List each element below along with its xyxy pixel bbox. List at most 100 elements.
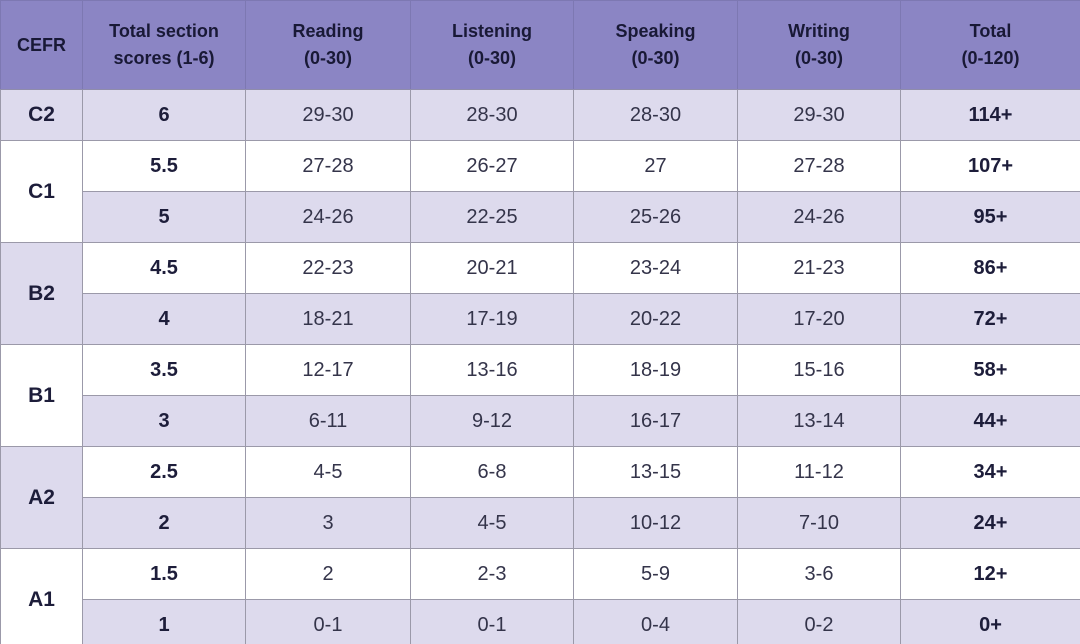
cell-reading: 18-21 xyxy=(245,293,411,345)
cell-total: 107+ xyxy=(900,140,1080,192)
table-body: C2 6 29-30 28-30 28-30 29-30 114+ C1 5.5 27-28 26-… xyxy=(0,89,1080,644)
cell-listening: 28-30 xyxy=(410,89,574,141)
cell-listening: 9-12 xyxy=(410,395,574,447)
cell-listening: 17-19 xyxy=(410,293,574,345)
column-header-line1: Reading xyxy=(292,21,364,41)
cell-reading: 27-28 xyxy=(245,140,411,192)
cell-writing: 11-12 xyxy=(737,446,901,498)
column-header-reading: Reading (0-30) xyxy=(245,0,411,90)
cell-reading: 6-11 xyxy=(245,395,411,447)
cell-speaking: 18-19 xyxy=(573,344,738,396)
cell-listening: 26-27 xyxy=(410,140,574,192)
cell-total: 58+ xyxy=(900,344,1080,396)
table-row: C2 6 29-30 28-30 28-30 29-30 114+ xyxy=(0,89,1080,141)
table-row: 3 6-11 9-12 16-17 13-14 44+ xyxy=(1,395,1080,447)
column-header-line1: Total section xyxy=(109,21,219,41)
cell-score: 5.5 xyxy=(82,140,246,192)
cell-score: 2.5 xyxy=(82,446,246,498)
cell-total: 72+ xyxy=(900,293,1080,345)
cell-listening: 20-21 xyxy=(410,242,574,294)
cefr-level-cell: A1 xyxy=(0,548,83,644)
column-header-line1: Listening xyxy=(452,21,532,41)
cell-score: 6 xyxy=(82,89,246,141)
cell-speaking: 10-12 xyxy=(573,497,738,549)
cell-reading: 22-23 xyxy=(245,242,411,294)
table-row: A1 1.5 2 2-3 5-9 3-6 12+ xyxy=(0,548,1080,644)
table-row: C1 5.5 27-28 26-27 27 27-28 107+ xyxy=(0,140,1080,243)
cell-writing: 17-20 xyxy=(737,293,901,345)
cell-total: 12+ xyxy=(900,548,1080,600)
cell-total: 95+ xyxy=(900,191,1080,243)
cell-speaking: 25-26 xyxy=(573,191,738,243)
column-header-listening: Listening (0-30) xyxy=(410,0,574,90)
cell-writing: 29-30 xyxy=(737,89,901,141)
cell-score: 1.5 xyxy=(82,548,246,600)
cell-reading: 29-30 xyxy=(245,89,411,141)
cell-listening: 4-5 xyxy=(410,497,574,549)
cell-speaking: 28-30 xyxy=(573,89,738,141)
cell-reading: 24-26 xyxy=(245,191,411,243)
cell-total: 0+ xyxy=(900,599,1080,644)
cell-score: 3 xyxy=(82,395,246,447)
cell-reading: 12-17 xyxy=(245,344,411,396)
cell-score: 4 xyxy=(82,293,246,345)
cell-total: 34+ xyxy=(900,446,1080,498)
column-header-line2: (0-120) xyxy=(961,48,1020,68)
cell-writing: 27-28 xyxy=(737,140,901,192)
table-row: B2 4.5 22-23 20-21 23-24 21-23 86+ xyxy=(0,242,1080,345)
cell-total: 44+ xyxy=(900,395,1080,447)
column-header-line1: Speaking xyxy=(615,21,696,41)
column-header-line2: (0-30) xyxy=(631,48,680,68)
cefr-level-cell: C2 xyxy=(0,89,83,141)
cell-speaking: 5-9 xyxy=(573,548,738,600)
column-header-line2: (0-30) xyxy=(303,48,352,68)
cell-listening: 6-8 xyxy=(410,446,574,498)
cell-listening: 13-16 xyxy=(410,344,574,396)
cefr-level-cell: A2 xyxy=(0,446,83,549)
column-header-line1: Total xyxy=(969,21,1012,41)
cell-writing: 21-23 xyxy=(737,242,901,294)
cell-speaking: 13-15 xyxy=(573,446,738,498)
column-header-line1: CEFR xyxy=(17,34,66,55)
cell-score: 5 xyxy=(82,191,246,243)
cell-score: 2 xyxy=(82,497,246,549)
cefr-level-cell: B2 xyxy=(0,242,83,345)
cell-reading: 3 xyxy=(245,497,411,549)
column-header-cefr: CEFR xyxy=(0,0,83,90)
cell-speaking: 0-4 xyxy=(573,599,738,644)
column-header-section-scores: Total section scores (1-6) xyxy=(82,0,246,90)
cefr-level-cell: C1 xyxy=(0,140,83,243)
table-row: B1 3.5 12-17 13-16 18-19 15-16 58+ xyxy=(0,344,1080,447)
column-header-total: Total (0-120) xyxy=(900,0,1080,90)
column-header-line2: scores (1-6) xyxy=(113,48,215,68)
cell-score: 1 xyxy=(82,599,246,644)
cell-speaking: 16-17 xyxy=(573,395,738,447)
cell-speaking: 27 xyxy=(573,140,738,192)
table-row: 4 18-21 17-19 20-22 17-20 72+ xyxy=(1,293,1080,345)
cell-total: 114+ xyxy=(900,89,1080,141)
cell-writing: 13-14 xyxy=(737,395,901,447)
cell-writing: 15-16 xyxy=(737,344,901,396)
cell-total: 86+ xyxy=(900,242,1080,294)
table-row: 1 0-1 0-1 0-4 0-2 0+ xyxy=(1,599,1080,644)
cell-reading: 2 xyxy=(245,548,411,600)
table-row: 5 24-26 22-25 25-26 24-26 95+ xyxy=(1,191,1080,243)
column-header-speaking: Speaking (0-30) xyxy=(573,0,738,90)
cell-reading: 4-5 xyxy=(245,446,411,498)
cell-writing: 0-2 xyxy=(737,599,901,644)
cefr-level-cell: B1 xyxy=(0,344,83,447)
table-row: 2 3 4-5 10-12 7-10 24+ xyxy=(1,497,1080,549)
column-header-line1: Writing xyxy=(788,21,850,41)
column-header-line2: (0-30) xyxy=(467,48,516,68)
cell-writing: 3-6 xyxy=(737,548,901,600)
cell-listening: 22-25 xyxy=(410,191,574,243)
column-header-line2: (0-30) xyxy=(794,48,843,68)
cell-score: 4.5 xyxy=(82,242,246,294)
cell-total: 24+ xyxy=(900,497,1080,549)
cell-listening: 0-1 xyxy=(410,599,574,644)
column-header-writing: Writing (0-30) xyxy=(737,0,901,90)
cell-writing: 7-10 xyxy=(737,497,901,549)
table-row: A2 2.5 4-5 6-8 13-15 11-12 34+ xyxy=(0,446,1080,549)
